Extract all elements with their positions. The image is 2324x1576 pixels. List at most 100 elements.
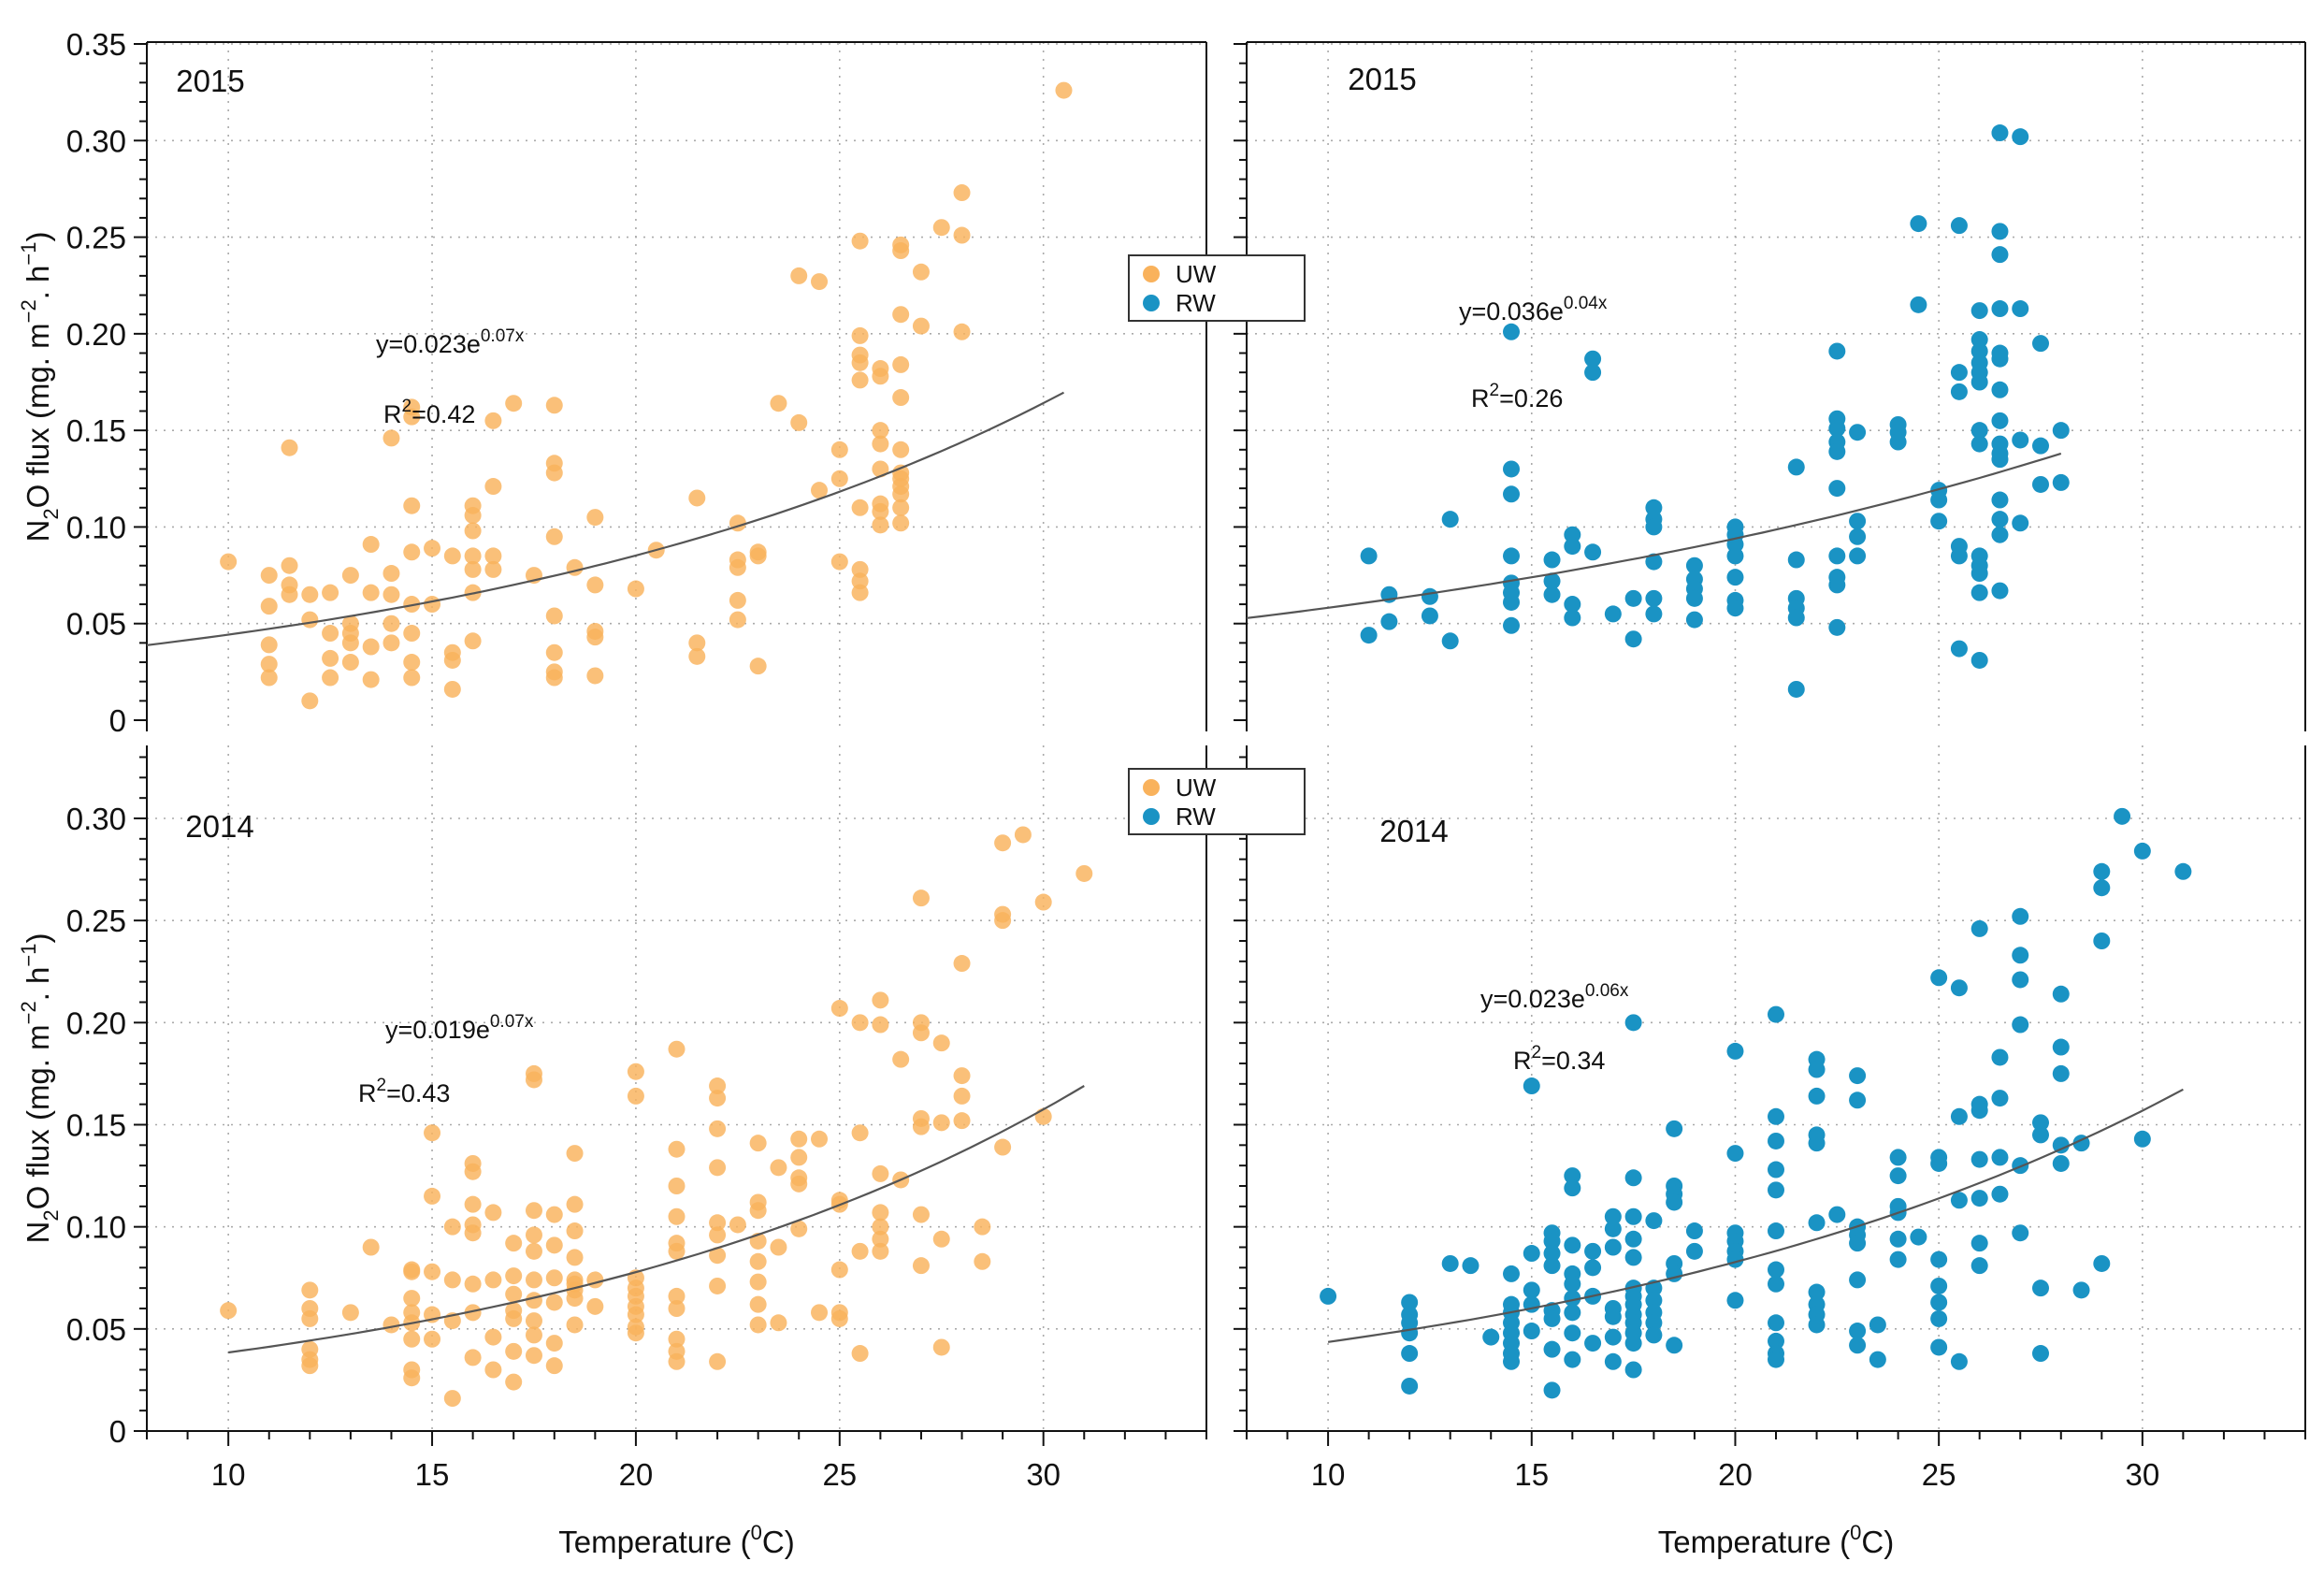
data-point (1564, 1236, 1581, 1254)
data-point (953, 1112, 971, 1130)
data-point (749, 1316, 767, 1334)
data-point (830, 470, 848, 487)
data-point (1970, 331, 1988, 349)
data-point (1991, 350, 2009, 368)
data-point (668, 1178, 686, 1194)
data-point (770, 1314, 787, 1332)
data-point (709, 1090, 727, 1107)
data-point (260, 636, 278, 654)
data-point (525, 1202, 542, 1220)
data-point (1950, 217, 1968, 235)
data-point (1768, 1314, 1784, 1332)
data-point (1401, 1377, 1419, 1395)
data-point (1808, 1316, 1826, 1334)
data-point (1849, 1323, 1867, 1340)
y-tick-label: 0.15 (66, 1108, 126, 1143)
data-point (932, 219, 950, 237)
data-point (545, 528, 563, 545)
data-point (1869, 1316, 1886, 1334)
data-point (1828, 420, 1846, 438)
data-point (912, 1206, 930, 1223)
data-point (1991, 1090, 2009, 1107)
data-point (403, 669, 421, 687)
data-point (668, 1352, 686, 1370)
data-point (2032, 437, 2049, 455)
data-point (281, 586, 298, 603)
y-tick-label: 0.25 (66, 904, 126, 938)
data-point (260, 598, 278, 615)
legend-label-rw: RW (1176, 802, 1216, 831)
data-point (1624, 630, 1642, 648)
data-point (932, 1114, 950, 1132)
scatter-points (220, 826, 1093, 1408)
data-point (586, 629, 604, 646)
data-point (688, 634, 706, 652)
data-point (1970, 422, 1988, 440)
data-point (1685, 557, 1703, 574)
data-point (1970, 584, 1988, 601)
data-point (2012, 947, 2029, 964)
data-point (383, 429, 400, 447)
data-point (1849, 528, 1867, 545)
data-point (892, 441, 910, 458)
data-point (1828, 342, 1846, 360)
data-point (1950, 1352, 1968, 1370)
data-point (1991, 1185, 2009, 1203)
data-point (912, 889, 930, 907)
data-point (484, 547, 502, 565)
data-point (525, 1271, 542, 1289)
data-point (770, 1159, 787, 1177)
panel-year-label: 2014 (1379, 814, 1448, 848)
data-point (1543, 1309, 1561, 1327)
data-point (525, 1292, 542, 1309)
data-point (1991, 1048, 2009, 1066)
data-point (851, 584, 869, 601)
data-point (260, 669, 278, 687)
data-point (830, 1309, 848, 1327)
x-tick-label: 15 (1514, 1457, 1549, 1492)
data-point (1950, 383, 1968, 400)
data-point (220, 553, 238, 571)
data-point (1401, 1294, 1419, 1311)
data-point (525, 1226, 542, 1244)
data-point (341, 634, 359, 652)
legend-marker-uw (1143, 266, 1160, 282)
data-point (464, 632, 482, 650)
data-point (2133, 842, 2151, 860)
data-point (872, 516, 889, 534)
data-point (1624, 1207, 1642, 1225)
data-point (1564, 1304, 1581, 1322)
data-point (566, 1222, 584, 1240)
data-point (362, 638, 380, 656)
data-point (1991, 451, 2009, 469)
data-point (2012, 1224, 2029, 1242)
data-point (1564, 1179, 1581, 1197)
data-point (1523, 1245, 1540, 1263)
y-axis-title: N2O flux (mg. m−2. h−1) (17, 933, 63, 1243)
data-point (1808, 1087, 1826, 1105)
data-point (851, 560, 869, 578)
data-point (1970, 435, 1988, 453)
data-point (1991, 582, 2009, 600)
data-point (729, 558, 746, 576)
data-point (749, 1252, 767, 1270)
data-point (1462, 1257, 1480, 1275)
data-point (872, 991, 889, 1009)
data-point (566, 1249, 584, 1266)
data-point (1564, 1324, 1581, 1342)
data-point (627, 1063, 644, 1080)
data-point (974, 1252, 991, 1270)
data-point (872, 368, 889, 385)
data-point (1950, 547, 1968, 565)
r-squared: R2=0.42 (383, 397, 475, 428)
data-point (1441, 511, 1459, 528)
data-point (892, 242, 910, 260)
fit-curve (228, 1085, 1085, 1354)
data-point (1808, 1283, 1826, 1301)
data-point (1685, 1222, 1703, 1240)
data-point (2032, 1345, 2049, 1363)
x-tick-label: 25 (822, 1457, 857, 1492)
data-point (301, 611, 319, 629)
data-point (668, 1330, 686, 1348)
panel-year-label: 2014 (185, 809, 253, 844)
